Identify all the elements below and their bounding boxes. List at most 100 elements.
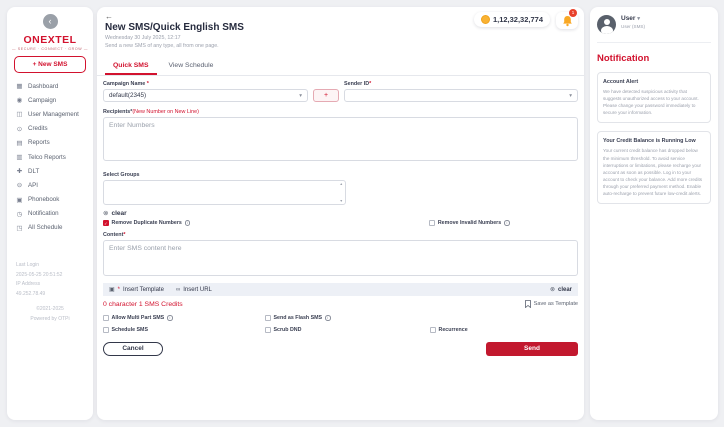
sidebar-item-label: API <box>28 181 38 189</box>
scrub-dnd-checkbox[interactable]: Scrub DND <box>265 327 430 333</box>
powered-by: Powered by OTPi <box>30 315 70 322</box>
checkbox-checked-icon: ✓ <box>103 220 109 227</box>
sidebar-item-reports[interactable]: ▤ Reports <box>7 136 93 150</box>
checkbox-icon <box>429 220 435 226</box>
multi-part-checkbox[interactable]: Allow Multi Part SMS i <box>103 315 265 321</box>
checkbox-icon <box>103 315 109 321</box>
copyright: ©2021-2025 <box>36 306 64 313</box>
bell-icon <box>562 15 572 26</box>
coin-icon <box>480 15 490 24</box>
sidebar-item-all-schedule[interactable]: ◳ All Schedule <box>7 221 93 235</box>
back-arrow-icon[interactable]: ← <box>105 12 113 21</box>
sidebar-collapse-button[interactable]: ‹ <box>42 14 58 29</box>
notification-panel: User ▾ User (SMS) Notification Account A… <box>590 7 718 420</box>
sms-content-textarea[interactable] <box>103 240 578 276</box>
link-icon: ∞ <box>175 286 181 293</box>
credits-balance: 1,12,32,32,774 <box>492 15 543 24</box>
sender-id-select[interactable]: ▾ <box>344 89 578 102</box>
sidebar-item-label: Campaign <box>28 96 57 104</box>
clear-label: clear <box>557 286 572 293</box>
remove-invalid-checkbox[interactable]: Remove Invalid Numbers i <box>429 220 510 226</box>
sidebar-item-user-management[interactable]: ◫ User Management <box>7 107 93 121</box>
sidebar-item-dlt[interactable]: ✚ DLT <box>7 164 93 178</box>
checkbox-icon <box>265 315 271 321</box>
session-info: Last Login 2025-05-25 20:51:52 IP Addres… <box>7 261 93 299</box>
clear-label: clear <box>111 209 127 217</box>
ip-label: IP Address <box>16 281 41 288</box>
sidebar-item-notification[interactable]: ◷ Notification <box>7 207 93 221</box>
clear-content-button[interactable]: ⊗ clear <box>549 286 572 294</box>
insert-url-button[interactable]: ∞ Insert URL <box>176 287 212 293</box>
users-icon: ◫ <box>16 111 23 119</box>
info-icon: i <box>504 220 510 226</box>
content-toolbar: ▣ * Insert Template ∞ Insert URL ⊗ clear <box>103 283 578 296</box>
credits-pill[interactable]: 1,12,32,32,774 <box>473 12 550 27</box>
dashboard-icon: ▦ <box>16 83 23 91</box>
insert-url-label: Insert URL <box>183 286 212 293</box>
ip-value: 49.252.78.49 <box>16 290 46 297</box>
credits-icon: ⊙ <box>16 125 23 133</box>
new-sms-button[interactable]: + New SMS <box>14 56 86 73</box>
tab-view-schedule[interactable]: View Schedule <box>168 62 214 69</box>
tab-bar: Quick SMS View Schedule <box>97 57 584 76</box>
schedule-sms-checkbox[interactable]: Schedule SMS <box>103 327 265 333</box>
clear-icon: ⊗ <box>549 287 555 293</box>
info-icon: i <box>167 315 173 321</box>
cancel-button[interactable]: Cancel <box>103 342 163 356</box>
add-campaign-button[interactable]: + <box>313 89 339 102</box>
sms-form: Campaign Name * default(2345) ▾ + Sender… <box>97 76 584 356</box>
sidebar-item-credits[interactable]: ⊙ Credits <box>7 122 93 136</box>
notification-card-account-alert: Account Alert We have detected suspiciou… <box>597 72 711 124</box>
insert-template-button[interactable]: ▣ * Insert Template <box>109 286 164 294</box>
save-as-template-button[interactable]: Save as Template <box>524 300 578 308</box>
remove-duplicate-checkbox[interactable]: ✓ Remove Duplicate Numbers i <box>103 220 191 227</box>
brand-logo: ONEXTEL <box>23 34 77 46</box>
brand-tagline: — SECURE · CONNECT · GROW — <box>11 47 89 51</box>
checkbox-icon <box>103 327 109 333</box>
sidebar-item-campaign[interactable]: ◉ Campaign <box>7 93 93 107</box>
flash-sms-checkbox[interactable]: Send as Flash SMS i <box>265 315 430 321</box>
notification-card-title: Account Alert <box>603 79 639 85</box>
info-icon: i <box>184 220 191 226</box>
recurrence-checkbox[interactable]: Recurrence <box>430 327 578 333</box>
sidebar-item-dashboard[interactable]: ▦ Dashboard <box>7 79 93 93</box>
recipients-textarea[interactable] <box>103 117 578 161</box>
tab-quick-sms[interactable]: Quick SMS <box>105 57 157 75</box>
save-as-template-label: Save as Template <box>533 301 578 307</box>
insert-template-label: Insert Template <box>123 286 164 293</box>
checkbox-icon <box>430 327 436 333</box>
notification-badge: 1 <box>569 9 577 17</box>
notification-card-title: Your Credit Balance is Running Low <box>603 138 696 145</box>
info-icon: i <box>325 315 331 321</box>
campaign-name-value: default(2345) <box>109 92 147 99</box>
user-name: User ▾ <box>621 15 641 22</box>
campaign-name-select[interactable]: default(2345) ▾ <box>103 89 308 102</box>
scroll-down-icon: ▼ <box>339 199 343 203</box>
sidebar-item-label: Notification <box>28 210 59 218</box>
header-actions: 1,12,32,32,774 1 <box>473 9 578 29</box>
recipients-label: Recipients*(New Number on New Line) <box>103 109 199 115</box>
collapse-icon: ‹ <box>48 16 52 26</box>
bookmark-icon <box>524 300 531 308</box>
sidebar-item-phonebook[interactable]: ▣ Phonebook <box>7 193 93 207</box>
dlt-icon: ✚ <box>16 168 23 176</box>
notification-card-body: We have detected suspicious activity tha… <box>603 89 699 116</box>
sidebar-item-api[interactable]: ⊖ API <box>7 178 93 192</box>
sidebar-item-telco-reports[interactable]: ▥ Telco Reports <box>7 150 93 164</box>
sidebar-menu: ▦ Dashboard ◉ Campaign ◫ User Management… <box>7 79 93 235</box>
clear-groups-button[interactable]: ⊗ clear <box>103 209 578 218</box>
groups-multiselect[interactable]: ▲ ▼ <box>103 180 346 205</box>
user-menu[interactable]: User ▾ User (SMS) <box>597 15 711 43</box>
phonebook-icon: ▣ <box>16 196 23 204</box>
send-button[interactable]: Send <box>486 342 578 356</box>
notification-bell-button[interactable]: 1 <box>556 9 578 29</box>
avatar <box>597 15 616 34</box>
page-title: New SMS/Quick English SMS <box>105 22 244 33</box>
last-login-label: Last Login <box>16 262 40 269</box>
options-grid: Allow Multi Part SMS i Send as Flash SMS… <box>103 315 578 333</box>
sidebar-item-label: Credits <box>28 125 48 133</box>
chevron-down-icon: ▾ <box>637 16 641 22</box>
sidebar-item-label: Telco Reports <box>28 153 66 161</box>
multiselect-scrollbar[interactable]: ▲ ▼ <box>340 182 343 203</box>
main-panel: ← New SMS/Quick English SMS Wednesday 30… <box>97 7 584 420</box>
